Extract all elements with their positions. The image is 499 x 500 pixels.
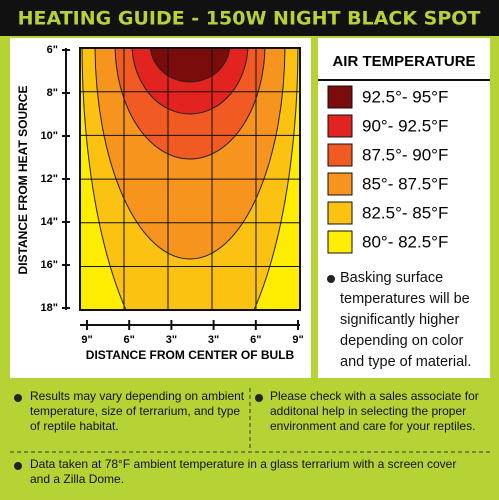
y-tick-label: 14" [41,216,58,228]
legend-label: 85°- 87.5°F [362,174,448,193]
y-tick-label: 16" [41,259,58,271]
legend-note: Basking surface temperatures will be sig… [340,270,472,370]
bullet [14,394,22,402]
legend-swatch [327,172,353,196]
legend-title: AIR TEMPERATURE [332,53,475,70]
y-tick-label: 6" [47,44,58,56]
plot-frame [79,47,301,311]
legend-label: 87.5°- 90°F [362,145,448,164]
x-tick-label: 9" [81,334,92,346]
y-tick-label: 8" [47,87,58,99]
title-bar [0,0,499,36]
bullet [255,394,263,402]
legend-swatch [327,114,353,138]
legend-swatch [327,143,353,167]
x-tick-label: 3" [208,334,219,346]
x-tick-label: 6" [250,334,261,346]
legend-label: 90°- 92.5°F [362,116,448,135]
x-axis-title: DISTANCE FROM CENTER OF BULB [86,348,295,362]
bullet [14,462,22,470]
note: Results may vary depending on ambient te… [30,389,245,433]
legend-swatch [327,85,353,109]
heat-zone [149,48,231,83]
x-tick-label: 6" [124,334,135,346]
note: Data taken at 78°F ambient temperature i… [30,457,457,486]
legend-label: 82.5°- 85°F [362,203,448,222]
y-tick-label: 10" [41,130,58,142]
title: HEATING GUIDE - 150W NIGHT BLACK SPOT [18,8,481,30]
legend-label: 80°- 82.5°F [362,232,448,251]
legend-label: 92.5°- 95°F [362,87,448,106]
bullet [327,275,335,283]
y-tick-label: 12" [41,173,58,185]
y-axis-title: DISTANCE FROM HEAT SOURCE [16,86,30,275]
note: Please check with a sales associate for … [270,389,479,433]
x-tick-label: 9" [292,334,303,346]
y-tick-label: 18" [41,302,58,314]
heat-map [80,48,300,310]
x-tick-label: 3" [166,334,177,346]
legend-swatch [327,201,353,225]
legend-swatch [327,230,353,254]
